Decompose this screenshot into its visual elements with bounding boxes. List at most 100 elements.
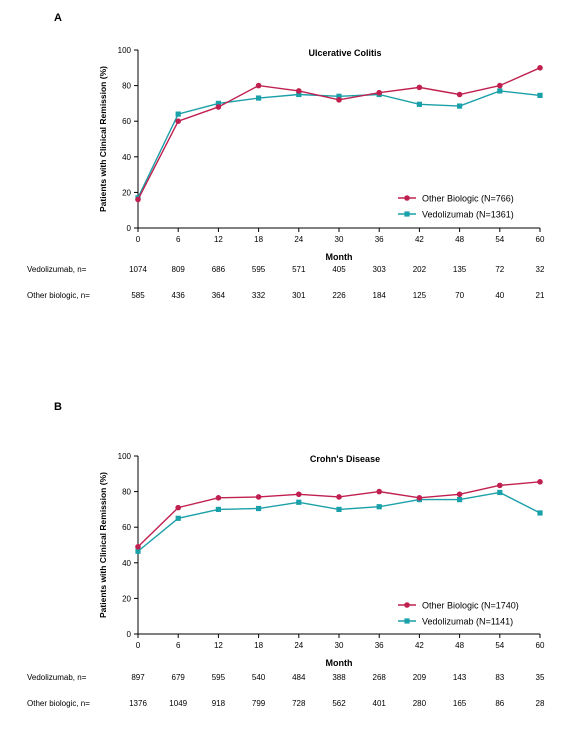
x-tick-label: 6	[176, 235, 181, 244]
data-point-0	[376, 89, 383, 96]
x-tick-label: 18	[254, 235, 263, 244]
data-point-0	[456, 491, 463, 498]
risk-table-value: 28	[536, 699, 545, 708]
data-point-0	[416, 84, 423, 91]
legend-marker-1	[404, 211, 410, 217]
chart-title: Crohn's Disease	[310, 454, 380, 464]
y-tick-label: 0	[127, 630, 132, 639]
chart-title: Ulcerative Colitis	[308, 48, 381, 58]
risk-table-value: 484	[292, 673, 306, 682]
x-axis-label: Month	[326, 252, 353, 262]
legend-label-1: Vedolizumab (N=1141)	[422, 617, 513, 627]
data-point-1	[256, 505, 262, 512]
risk-table-value: 571	[292, 265, 306, 274]
risk-table-row-label: Vedolizumab, n=	[27, 673, 87, 682]
legend-label-1: Vedolizumab (N=1361)	[422, 210, 514, 220]
x-tick-label: 18	[254, 641, 263, 650]
legend-label-0: Other Biologic (N=1740)	[422, 601, 519, 611]
y-tick-label: 100	[118, 452, 132, 461]
legend-label-0: Other Biologic (N=766)	[422, 194, 514, 204]
data-point-0	[336, 97, 342, 103]
x-tick-label: 24	[294, 641, 303, 650]
data-point-0	[416, 495, 423, 501]
risk-table-value: 70	[455, 291, 464, 300]
data-point-0	[376, 488, 383, 495]
data-point-0	[537, 479, 543, 485]
y-tick-label: 60	[122, 523, 131, 532]
x-tick-label: 48	[455, 641, 464, 650]
data-point-1	[215, 100, 221, 106]
x-tick-label: 36	[375, 641, 384, 650]
risk-table-value: 364	[212, 291, 226, 300]
data-point-0	[456, 91, 463, 98]
x-tick-label: 60	[536, 235, 545, 244]
x-tick-label: 0	[136, 235, 141, 244]
risk-table-value: 226	[332, 291, 346, 300]
risk-table-value: 679	[172, 673, 186, 682]
risk-table-value: 1376	[129, 699, 147, 708]
legend-marker-0	[404, 195, 410, 201]
x-tick-label: 54	[495, 641, 504, 650]
x-tick-label: 36	[375, 235, 384, 244]
chart-panel-a: A 0 20 40 60 80 100 0 6 12 18 24 30 36 42 48 54 60 Month Pa…	[27, 12, 545, 300]
risk-table-value: 32	[536, 265, 545, 274]
data-point-1	[296, 499, 302, 505]
risk-table-value: 401	[373, 699, 387, 708]
data-point-1	[296, 91, 302, 98]
y-tick-label: 0	[127, 224, 132, 233]
risk-table-row-label: Other biologic, n=	[27, 699, 90, 708]
risk-table-value: 897	[131, 673, 145, 682]
legend-marker-0	[404, 602, 410, 608]
risk-table-value: 301	[292, 291, 306, 300]
x-tick-label: 54	[495, 235, 504, 244]
risk-table-value: 562	[332, 699, 346, 708]
risk-table-value: 686	[212, 265, 226, 274]
risk-table-value: 72	[495, 265, 504, 274]
panel-label: B	[54, 401, 62, 413]
x-axis-label: Month	[326, 658, 353, 668]
data-point-1	[457, 497, 463, 503]
data-point-1	[497, 88, 503, 94]
x-tick-label: 12	[214, 641, 223, 650]
y-tick-label: 100	[118, 46, 132, 55]
data-point-0	[135, 196, 141, 203]
x-tick-label: 12	[214, 235, 223, 244]
risk-table-row-label: Other biologic, n=	[27, 291, 90, 300]
risk-table-value: 1049	[169, 699, 187, 708]
risk-table-value: 35	[536, 673, 545, 682]
x-tick-label: 24	[294, 235, 303, 244]
data-point-0	[336, 494, 342, 500]
risk-table-value: 40	[495, 291, 504, 300]
risk-table-value: 280	[413, 699, 427, 708]
data-point-0	[175, 118, 181, 124]
risk-table-value: 595	[252, 265, 266, 274]
y-tick-label: 20	[122, 594, 131, 603]
risk-table-value: 83	[495, 673, 504, 682]
data-point-1	[135, 548, 141, 554]
y-axis-label: Patients with Clinical Remission (%)	[98, 66, 108, 212]
data-point-0	[175, 504, 181, 511]
data-point-1	[416, 101, 422, 107]
series-line-0	[137, 67, 541, 200]
y-tick-label: 40	[122, 559, 131, 568]
data-point-0	[135, 543, 141, 550]
risk-table-row-label: Vedolizumab, n=	[27, 265, 87, 274]
y-tick-label: 80	[122, 82, 131, 91]
data-point-0	[296, 491, 302, 498]
risk-table-value: 809	[172, 265, 186, 274]
risk-table-value: 918	[212, 699, 226, 708]
data-point-0	[497, 482, 503, 489]
risk-table-value: 165	[453, 699, 467, 708]
data-point-1	[215, 506, 221, 512]
risk-table-value: 86	[495, 699, 504, 708]
x-tick-label: 42	[415, 641, 424, 650]
risk-table-value: 585	[131, 291, 145, 300]
risk-table-value: 1074	[129, 265, 147, 274]
data-point-1	[256, 95, 262, 101]
data-point-0	[255, 494, 262, 500]
data-point-1	[336, 506, 342, 512]
risk-table-value: 799	[252, 699, 266, 708]
risk-table-value: 436	[172, 291, 186, 300]
risk-table-value: 303	[373, 265, 387, 274]
